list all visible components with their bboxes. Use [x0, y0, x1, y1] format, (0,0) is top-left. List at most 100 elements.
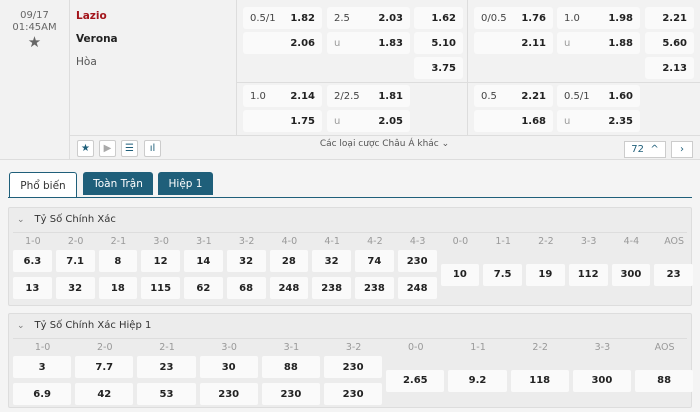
score-odds[interactable]: 6.3 [13, 250, 52, 272]
1x2-odds[interactable]: 5.10 [414, 32, 463, 54]
score-odds[interactable]: 115 [141, 277, 180, 299]
next-button[interactable]: › [671, 141, 693, 158]
handicap-away-odds[interactable]: 1.75 [243, 110, 322, 132]
section-header[interactable]: ⌄ Tỷ Số Chính Xác [17, 214, 116, 225]
under-label: u [564, 37, 571, 49]
1x2-odds[interactable]: 5.60 [645, 32, 694, 54]
bar-chart-icon[interactable]: ıl [144, 140, 161, 157]
score-odds[interactable]: 230 [261, 383, 320, 405]
1x2-odds[interactable]: 2.13 [645, 57, 694, 79]
ou-line: 2.5 [334, 12, 350, 24]
tab-full-match[interactable]: Toàn Trận [83, 172, 153, 195]
score-odds[interactable]: 230 [199, 383, 258, 405]
handicap-away-odds[interactable]: 2.06 [243, 32, 322, 54]
score-odds[interactable]: 30 [199, 356, 258, 378]
more-count-button[interactable]: 72 ^ [624, 141, 666, 158]
score-odds[interactable]: 300 [572, 369, 631, 392]
score-odds[interactable]: 13 [13, 277, 52, 299]
under-odds[interactable]: u 2.05 [327, 110, 410, 132]
score-odds[interactable]: 88 [635, 369, 694, 392]
score-odds[interactable]: 14 [184, 250, 223, 272]
score-label: 2-0 [97, 342, 113, 353]
under-odds[interactable]: u 1.88 [557, 32, 640, 54]
odds-value: 2.14 [290, 90, 315, 102]
under-odds[interactable]: u 2.35 [557, 110, 640, 132]
score-odds[interactable]: 12 [141, 250, 180, 272]
score-odds[interactable]: 7.1 [55, 250, 95, 272]
score-label: 3-2 [238, 236, 255, 247]
score-odds[interactable]: 3 [13, 356, 72, 378]
stats-list-icon[interactable]: ☰ [121, 140, 138, 157]
handicap-away-odds[interactable]: 1.68 [474, 110, 553, 132]
over-odds[interactable]: 1.0 1.98 [557, 7, 640, 29]
score-label: 3-1 [283, 342, 300, 353]
play-icon[interactable]: ▶ [99, 140, 116, 157]
score-odds[interactable]: 42 [75, 383, 134, 405]
score-odds[interactable]: 32 [55, 277, 95, 299]
star-icon[interactable]: ★ [27, 33, 42, 51]
score-label: 2-2 [538, 236, 554, 247]
score-odds[interactable]: 32 [226, 250, 266, 272]
tab-first-half[interactable]: Hiệp 1 [158, 172, 213, 195]
score-odds[interactable]: 6.9 [13, 383, 72, 405]
score-odds[interactable]: 32 [312, 250, 351, 272]
over-odds[interactable]: 2/2.5 1.81 [327, 85, 410, 107]
under-odds[interactable]: u 1.83 [327, 32, 410, 54]
section-correct-score: ⌄ Tỷ Số Chính Xác 1-0 6.3 13 2-0 7.1 32 2-1 8 18 3-… [8, 207, 693, 306]
divider [237, 82, 700, 83]
score-odds[interactable]: 112 [568, 263, 608, 286]
score-odds[interactable]: 7.5 [483, 263, 522, 286]
teams: Lazio Verona Hòa [70, 0, 237, 135]
odds-value: 5.10 [431, 37, 456, 49]
score-odds[interactable]: 230 [324, 356, 383, 378]
1x2-odds[interactable]: 3.75 [414, 57, 463, 79]
score-odds[interactable]: 238 [355, 277, 394, 299]
score-odds[interactable]: 53 [137, 383, 196, 405]
score-label: 4-1 [324, 236, 340, 247]
score-odds[interactable]: 23 [654, 263, 693, 286]
over-odds[interactable]: 0.5/1 1.60 [557, 85, 640, 107]
score-odds[interactable]: 248 [269, 277, 309, 299]
score-odds[interactable]: 9.2 [448, 369, 507, 392]
divider [70, 135, 700, 136]
score-odds[interactable]: 28 [269, 250, 309, 272]
1x2-odds[interactable]: 1.62 [414, 7, 463, 29]
handicap-away-odds[interactable]: 2.11 [474, 32, 553, 54]
handicap-home-odds[interactable]: 0.5 2.21 [474, 85, 553, 107]
more-asian-bets-button[interactable]: Các loại cược Châu Á khác ⌄ [312, 137, 457, 153]
1x2-odds[interactable]: 2.21 [645, 7, 694, 29]
score-odds[interactable]: 248 [397, 277, 437, 299]
odds-value: 2.05 [378, 115, 403, 127]
score-odds[interactable]: 18 [98, 277, 138, 299]
score-odds[interactable]: 230 [324, 383, 383, 405]
score-odds[interactable]: 62 [184, 277, 223, 299]
odds-value: 1.76 [521, 12, 546, 24]
score-odds[interactable]: 300 [611, 263, 651, 286]
odds-value: 1.81 [378, 90, 403, 102]
handicap-home-odds[interactable]: 1.0 2.14 [243, 85, 322, 107]
over-odds[interactable]: 2.5 2.03 [327, 7, 410, 29]
section-header[interactable]: ⌄ Tỷ Số Chính Xác Hiệp 1 [17, 320, 151, 331]
score-odds[interactable]: 23 [137, 356, 196, 378]
draw-label: Hòa [76, 56, 97, 68]
score-odds[interactable]: 19 [526, 263, 565, 286]
score-odds[interactable]: 230 [397, 250, 437, 272]
handicap-home-odds[interactable]: 0/0.5 1.76 [474, 7, 553, 29]
favorite-star-icon[interactable]: ★ [77, 140, 94, 157]
score-odds[interactable]: 7.7 [75, 356, 134, 378]
chevron-right-icon: › [680, 144, 684, 155]
score-odds[interactable]: 10 [440, 263, 480, 286]
odds-value: 1.88 [608, 37, 633, 49]
score-odds[interactable]: 8 [98, 250, 138, 272]
tab-popular[interactable]: Phổ biến [9, 172, 77, 198]
odds-value: 2.21 [662, 12, 687, 24]
handicap-home-odds[interactable]: 0.5/1 1.82 [243, 7, 322, 29]
under-label: u [334, 37, 341, 49]
score-label: 3-3 [580, 236, 597, 247]
score-odds[interactable]: 238 [312, 277, 351, 299]
score-odds[interactable]: 2.65 [386, 369, 445, 392]
score-odds[interactable]: 74 [355, 250, 394, 272]
score-odds[interactable]: 68 [226, 277, 266, 299]
score-odds[interactable]: 118 [510, 369, 569, 392]
score-odds[interactable]: 88 [261, 356, 320, 378]
